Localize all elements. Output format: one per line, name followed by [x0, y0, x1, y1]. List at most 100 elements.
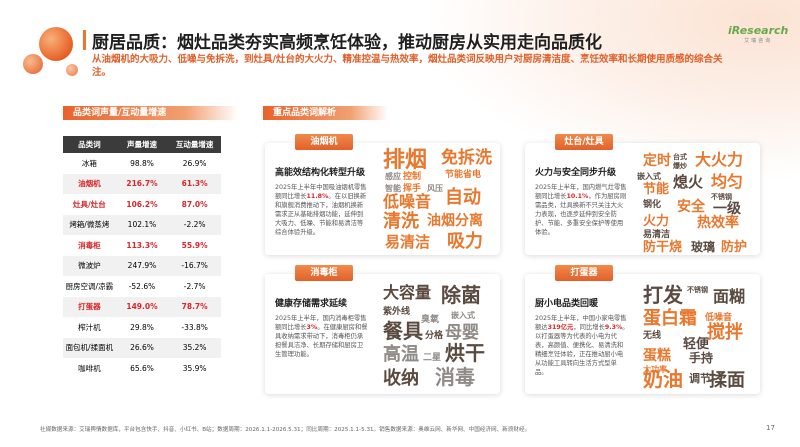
- cloud-word: 一级: [713, 200, 742, 217]
- body-text: 2025年上半年，中国小家电零售额达: [535, 315, 627, 331]
- table-cell: 61.3%: [168, 173, 221, 194]
- cloud-word: 打发: [643, 283, 684, 307]
- cloud-word: 烘干: [445, 341, 485, 365]
- table: 品类词 声量增速 互动量增速 冰箱 98.8% 26.9% 油烟机 216.7% 61.3% 灶具…: [63, 136, 221, 379]
- cloud-word: 分格: [425, 329, 444, 341]
- table-cell: 灶具/灶台: [72, 199, 106, 209]
- cloud-word: 防护: [721, 239, 747, 253]
- logo: iResearch 艾瑞咨询: [728, 24, 788, 44]
- card-tag: 打蛋器: [555, 265, 613, 281]
- table-row: 咖啡机 65.6% 35.9%: [63, 358, 221, 379]
- table-cell: -2.2%: [168, 214, 221, 235]
- table-cell: 29.8%: [130, 322, 154, 332]
- highlight-text: 3%: [306, 324, 318, 331]
- cloud-word: 二星: [423, 352, 441, 363]
- card: 厨小电品类回暖 2025年上半年，中国小家电零售额达319亿元，同比增长9.3%。…: [525, 274, 760, 394]
- table-row: 微波炉 247.9% -16.7%: [63, 255, 221, 276]
- table-row: 消毒柜 113.3% 55.9%: [63, 235, 221, 256]
- table-cell: 烤箱/微蒸烤: [63, 214, 116, 235]
- header-row: 品类词 声量增速 互动量增速: [63, 136, 221, 153]
- cloud-word: 揉面: [709, 369, 745, 391]
- cloud-word: 风压: [427, 184, 443, 193]
- cloud-word: 定时: [643, 152, 671, 169]
- card-tag: 消毒柜: [295, 265, 353, 281]
- section-title: 重点品类词解析: [263, 106, 388, 120]
- table-row: 打蛋器 149.0% 78.7%: [63, 296, 221, 317]
- cloud-word: 大功率: [643, 364, 667, 374]
- table-cell: 面包机/揉面机: [63, 337, 116, 358]
- cloud-word: 油烟分离: [427, 212, 483, 229]
- table-cell: 98.8%: [130, 158, 154, 168]
- cloud-word: 易清洁: [385, 233, 430, 251]
- cloud-word: 火力: [643, 213, 669, 229]
- cloud-word: 节能: [643, 181, 669, 197]
- page-number: 17: [766, 424, 775, 432]
- table-cell: 打蛋器: [63, 296, 116, 317]
- table-cell: -2.7%: [183, 281, 206, 291]
- cloud-word: 蛋白霜: [643, 307, 697, 329]
- table-cell: 113.3%: [126, 240, 158, 250]
- cloud-word: 热效率: [697, 214, 739, 231]
- body-text: 。在健康厨房和餐具收纳需求带动下，消毒柜仍承担餐具洁净、长期存储和厨房卫生管理功…: [275, 324, 368, 358]
- cloud-word: 安全: [677, 198, 706, 215]
- cloud-word: 易清洁: [643, 228, 670, 240]
- table-cell: 102.1%: [115, 214, 169, 235]
- cloud-word: 感应: [385, 171, 401, 181]
- card-body: 2025年上半年中国吸油烟机零售额同比增长11.8%。在以旧换新和旗舰消费推动下…: [275, 183, 369, 237]
- cloud-word: 清洗: [383, 210, 419, 232]
- cloud-word: 免拆洗: [441, 147, 492, 168]
- table-cell: 78.7%: [168, 296, 221, 317]
- card-heading: 厨小电品类回暖: [535, 299, 599, 309]
- subtitle: 从油烟机的大吸力、低噪与免拆洗，到灶具/灶台的大火力、精准控温与热效率，烟灶品类…: [92, 54, 723, 78]
- table-cell: 216.7%: [115, 173, 169, 194]
- table-cell: 87.0%: [181, 199, 208, 209]
- table-row: 面包机/揉面机 26.6% 35.2%: [63, 337, 221, 358]
- cloud-word: 低噪音: [382, 192, 431, 211]
- cloud-word: 奶油: [643, 367, 683, 391]
- table-cell: -33.8%: [181, 322, 208, 332]
- column-header: 品类词: [63, 136, 116, 153]
- footer-source: 社媒数据来源：艾瑞舆情数据库，平台包含快手、抖音、小红书、B站；数据周期：202…: [40, 427, 531, 433]
- cloud-word: 臭氧: [421, 313, 439, 325]
- logo-brand: iResearch: [728, 24, 789, 37]
- cloud-word: 不锈钢: [687, 285, 708, 294]
- cloud-word: 爆炒: [673, 161, 687, 170]
- cloud-word: 吸力: [447, 231, 483, 252]
- card-body: 2025年上半年，国内消毒柜零售额同比增长3%。在健康厨房和餐具收纳需求带动下，…: [275, 314, 369, 359]
- cloud-word: 面糊: [713, 287, 745, 306]
- table-cell: 榨汁机: [78, 322, 101, 332]
- decoration: [23, 27, 78, 76]
- table-cell: 149.0%: [115, 296, 169, 317]
- cloud-word: 钢化: [643, 198, 661, 210]
- body-text: 。在以旧换新和旗舰消费推动下，油烟机换新需求正从基础排烟功能，延伸到大吸力、低噪…: [275, 193, 367, 236]
- cloud-word: 低噪音: [704, 311, 732, 323]
- logo-name: 艾瑞咨询: [744, 38, 773, 44]
- body-text: ，作为厨房刚需品类，灶具换新不只关注大火力表现，也逐步延伸到安全防护、节能、多重…: [535, 193, 627, 236]
- table-row: 灶具/灶台 106.2% 87.0%: [63, 194, 221, 215]
- table-row: 厨房空调/凉霸 -52.6% -2.7%: [63, 276, 221, 297]
- table-cell: 35.9%: [182, 363, 207, 373]
- cloud-word: 均匀: [711, 172, 743, 191]
- highlight-text: 319亿元: [547, 324, 574, 331]
- table-cell: 厨房空调/凉霸: [65, 281, 114, 291]
- cloud-word: 大容量: [383, 283, 431, 302]
- card-heading: 高能效结构化转型升级: [275, 168, 366, 178]
- cloud-word: 不锈钢: [711, 192, 732, 201]
- cloud-word: 嵌入式: [637, 171, 661, 181]
- cloud-word: 除菌: [441, 283, 481, 307]
- card-tag: 油烟机: [295, 134, 353, 150]
- cloud-word: 收纳: [383, 367, 419, 389]
- cloud-word: 搅拌: [707, 321, 743, 343]
- table-cell: 油烟机: [63, 173, 116, 194]
- card: 健康存储需求延续 2025年上半年，国内消毒柜零售额同比增长3%。在健康厨房和餐具…: [265, 274, 500, 394]
- table-cell: 冰箱: [81, 158, 97, 168]
- cloud-word: 手持: [689, 350, 713, 365]
- table-cell: -52.6%: [128, 281, 156, 291]
- highlight-text: 9.3%: [604, 324, 623, 331]
- table-row: 榨汁机 29.8% -33.8%: [63, 317, 221, 338]
- cloud-word: 餐具: [383, 319, 423, 343]
- body-text: 。以打蛋器等为代表的小电为代表，高颜值、便携化、易清洗和精细烹饪体验，正在推动厨…: [535, 324, 629, 376]
- table-cell: 247.9%: [115, 255, 169, 276]
